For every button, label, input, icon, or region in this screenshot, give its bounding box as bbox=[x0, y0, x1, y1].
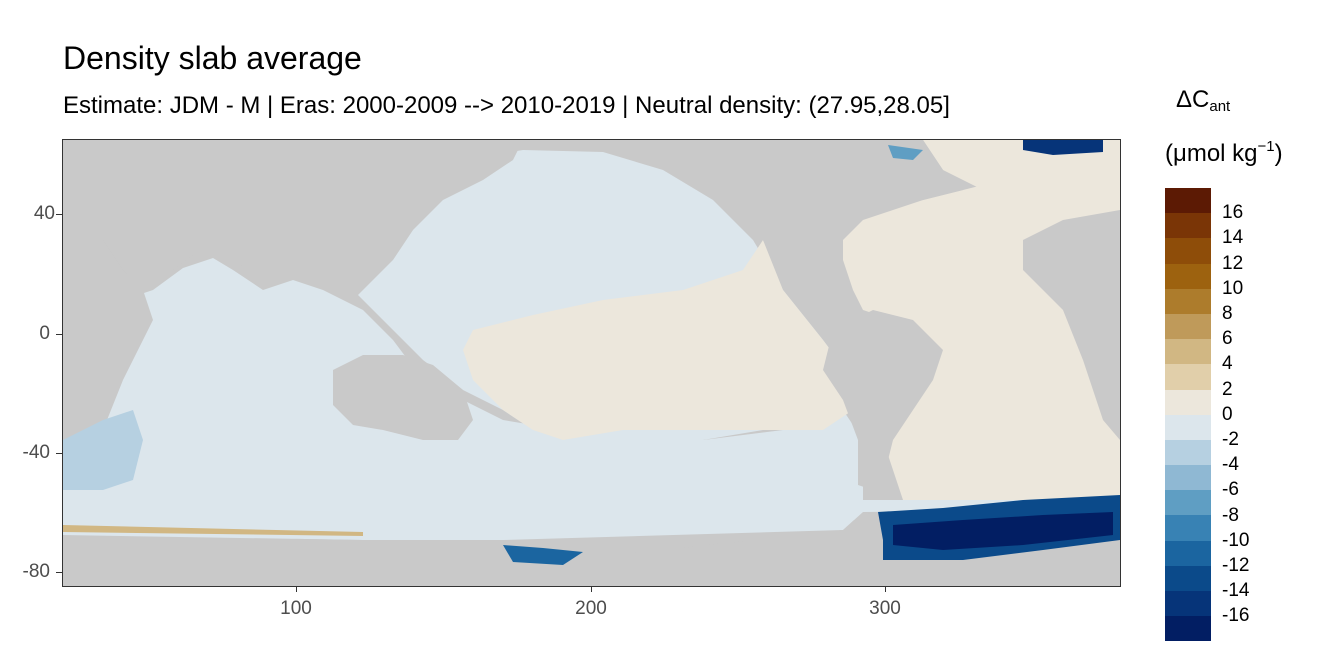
map-panel bbox=[63, 140, 1120, 586]
legend-tick-label: -2 bbox=[1222, 429, 1239, 450]
map-title: Density slab average bbox=[63, 40, 362, 76]
land-africa bbox=[63, 240, 153, 440]
ocean-pacific-east bbox=[463, 240, 853, 440]
anomaly-nordic bbox=[1023, 140, 1103, 155]
map-subtitle: Estimate: JDM - M | Eras: 2000-2009 --> … bbox=[63, 92, 950, 119]
land-europe-africa-east bbox=[1023, 210, 1120, 440]
legend-tick-label: -16 bbox=[1222, 605, 1250, 627]
y-tick-mark bbox=[56, 572, 62, 573]
legend-swatch bbox=[1165, 339, 1211, 365]
legend-swatch bbox=[1165, 213, 1211, 239]
legend-tick-label: -6 bbox=[1222, 479, 1239, 501]
legend-swatch bbox=[1165, 389, 1211, 415]
legend-title-main: ΔC bbox=[1176, 86, 1210, 113]
land-north-america bbox=[663, 140, 963, 280]
ocean-indian bbox=[63, 258, 503, 560]
land-asia bbox=[63, 140, 523, 300]
land-antarctica bbox=[63, 512, 1120, 586]
legend-swatch bbox=[1165, 565, 1211, 591]
legend-unit-suffix: ) bbox=[1274, 140, 1283, 167]
legend-tick-label: 14 bbox=[1222, 227, 1244, 249]
legend-swatch bbox=[1165, 238, 1211, 264]
legend-swatch bbox=[1165, 465, 1211, 491]
legend-tick-label: -12 bbox=[1222, 555, 1250, 576]
anomaly-weddell-deep bbox=[893, 512, 1113, 550]
legend-tick-label: 6 bbox=[1222, 328, 1233, 350]
legend-swatch bbox=[1165, 263, 1211, 289]
x-tick-mark bbox=[296, 586, 297, 592]
y-tick-label: 0 bbox=[39, 323, 50, 344]
color-legend-bar bbox=[1165, 188, 1211, 642]
legend-swatch bbox=[1165, 364, 1211, 390]
legend-swatch bbox=[1165, 288, 1211, 314]
y-tick-mark bbox=[56, 214, 62, 215]
legend-tick-label: 10 bbox=[1222, 277, 1244, 299]
legend-tick-label: -8 bbox=[1222, 504, 1239, 526]
ocean-map bbox=[63, 140, 1120, 586]
ocean-southern-band bbox=[63, 500, 1120, 540]
legend-tick-label: 16 bbox=[1222, 202, 1244, 224]
anomaly-antarctic-shelf bbox=[63, 525, 363, 536]
legend-tick-label: 4 bbox=[1222, 353, 1233, 375]
y-tick-label: -80 bbox=[22, 561, 50, 582]
land-australia bbox=[333, 355, 473, 440]
ocean-pacific-south bbox=[503, 410, 863, 520]
y-tick-label: 40 bbox=[33, 203, 55, 224]
legend-unit-prefix: (μmol kg bbox=[1165, 140, 1258, 167]
legend-swatch bbox=[1165, 616, 1211, 642]
legend-swatch bbox=[1165, 591, 1211, 617]
y-tick-mark bbox=[56, 334, 62, 335]
x-tick-mark bbox=[591, 586, 592, 592]
legend-title: ΔCant bbox=[1176, 86, 1230, 115]
legend-tick-label: -14 bbox=[1222, 580, 1250, 602]
legend-swatch bbox=[1165, 188, 1211, 214]
land-south-america bbox=[823, 310, 943, 490]
legend-tick-label: -4 bbox=[1222, 454, 1239, 476]
legend-tick-label: 12 bbox=[1222, 252, 1244, 274]
ocean-atlantic-north bbox=[923, 140, 1120, 220]
legend-unit: (μmol kg−1) bbox=[1165, 138, 1283, 168]
legend-swatch bbox=[1165, 490, 1211, 516]
x-tick-label: 300 bbox=[869, 598, 901, 619]
legend-unit-superscript: −1 bbox=[1257, 138, 1275, 155]
legend-tick-label: 0 bbox=[1222, 403, 1233, 425]
legend-title-subscript: ant bbox=[1209, 98, 1231, 115]
x-tick-label: 200 bbox=[575, 598, 607, 619]
legend-swatch bbox=[1165, 414, 1211, 440]
y-tick-mark bbox=[56, 453, 62, 454]
legend-swatch bbox=[1165, 439, 1211, 466]
legend-tick-label: -10 bbox=[1222, 529, 1250, 551]
x-tick-label: 100 bbox=[280, 598, 312, 619]
legend-swatch bbox=[1165, 540, 1211, 566]
x-tick-mark bbox=[885, 586, 886, 592]
legend-swatch bbox=[1165, 515, 1211, 541]
legend-tick-label: 2 bbox=[1222, 378, 1233, 400]
anomaly-greenland bbox=[888, 145, 923, 160]
legend-tick-label: 8 bbox=[1222, 303, 1233, 324]
legend-swatch bbox=[1165, 313, 1211, 340]
anomaly-ross bbox=[503, 545, 583, 565]
anomaly-indian-sw bbox=[63, 410, 143, 490]
y-tick-label: -40 bbox=[22, 442, 50, 463]
